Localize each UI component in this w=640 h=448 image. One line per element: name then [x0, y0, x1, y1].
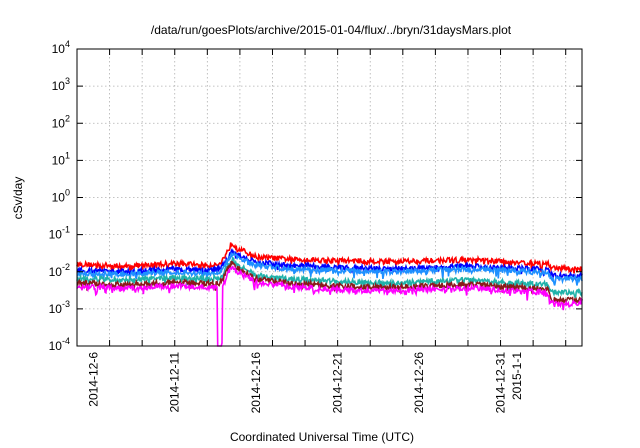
grid [76, 48, 582, 347]
y-tick-label: 10-4 [49, 336, 70, 353]
x-axis-label: Coordinated Universal Time (UTC) [230, 430, 414, 444]
x-tick-label: 2014-12-26 [412, 352, 426, 414]
chart-title: /data/run/goesPlots/archive/2015-01-04/f… [151, 23, 512, 37]
x-tick-label: 2014-12-21 [331, 352, 345, 414]
series-line [76, 251, 583, 286]
x-tick-label: 2014-12-6 [86, 352, 100, 407]
x-tick-labels: 2014-12-6 2014-12-11 2014-12-16 2014-12-21 2… [86, 352, 524, 414]
y-tick-label: 101 [52, 150, 70, 167]
ticks [76, 48, 582, 347]
y-tick-label: 10-3 [49, 299, 70, 316]
series-line [76, 242, 583, 275]
y-tick-label: 10-1 [49, 225, 70, 242]
y-tick-label: 104 [52, 39, 70, 56]
y-tick-label: 100 [52, 188, 70, 205]
y-tick-label: 102 [52, 113, 70, 130]
series-group [76, 242, 583, 347]
y-tick-label: 10-2 [49, 262, 70, 279]
x-tick-label: 2015-1-1 [510, 352, 524, 400]
x-tick-label: 2014-12-11 [168, 352, 182, 413]
x-tick-label: 2014-12-31 [494, 352, 508, 414]
series-line [76, 265, 583, 347]
y-axis-label: cSv/day [11, 177, 25, 220]
y-tick-labels: 10-4 10-3 10-2 10-1 100 101 102 103 104 [49, 39, 70, 353]
x-tick-label: 2014-12-16 [249, 352, 263, 414]
y-tick-label: 103 [52, 76, 70, 93]
